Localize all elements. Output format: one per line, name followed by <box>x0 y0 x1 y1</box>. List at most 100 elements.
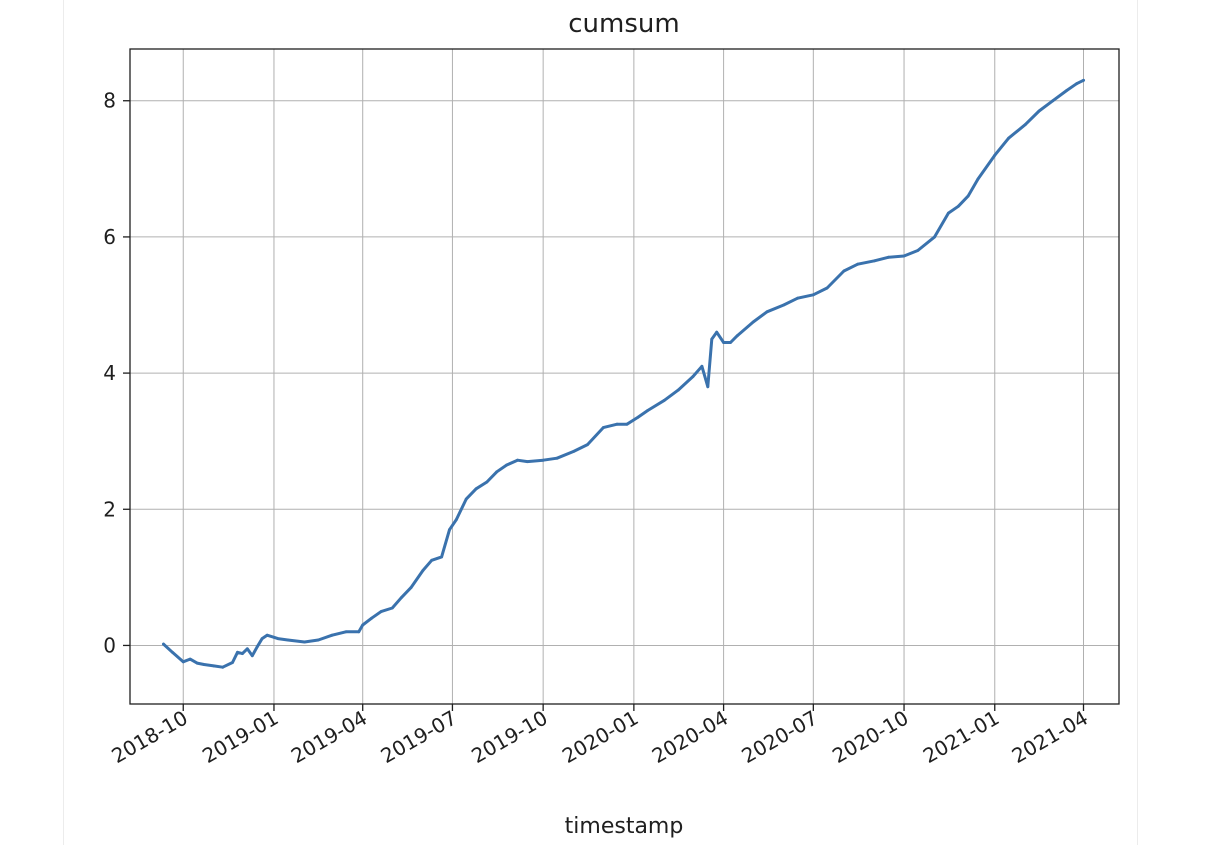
y-axis: 0 2 4 6 8 <box>103 89 130 657</box>
data-point <box>615 422 619 426</box>
data-point <box>245 647 249 651</box>
data-point <box>370 616 373 620</box>
x-tick-label: 2019-04 <box>287 706 371 769</box>
data-point <box>646 409 650 412</box>
series-line-0 <box>162 78 1085 669</box>
data-point <box>455 518 458 521</box>
data-point <box>474 487 478 491</box>
data-point <box>856 262 860 266</box>
data-point <box>330 633 334 637</box>
x-tick-label: 2020-01 <box>558 706 642 769</box>
data-point <box>676 388 680 392</box>
data-point <box>796 296 799 300</box>
data-point <box>202 663 206 666</box>
data-point <box>1075 82 1078 86</box>
y-tick-label: 6 <box>103 225 116 249</box>
data-point <box>782 303 786 307</box>
data-point <box>1037 109 1041 113</box>
data-point <box>933 235 936 239</box>
y-tick-label: 8 <box>103 89 116 113</box>
data-point <box>505 463 509 467</box>
data-point <box>357 630 361 634</box>
data-point <box>902 254 906 258</box>
data-point <box>625 422 629 426</box>
data-point <box>495 470 499 474</box>
data-point <box>710 337 714 341</box>
data-point <box>700 364 704 368</box>
data-point <box>715 330 719 334</box>
data-point <box>448 528 451 532</box>
y-tick-label: 2 <box>103 497 116 521</box>
data-point <box>430 558 434 562</box>
data-point <box>916 249 920 252</box>
data-point <box>464 497 468 501</box>
data-point <box>1082 78 1085 82</box>
data-point <box>966 194 970 198</box>
data-point <box>250 654 254 658</box>
x-tick-label: 2020-10 <box>828 706 912 769</box>
data-point <box>236 650 239 654</box>
data-point <box>316 638 320 642</box>
data-point <box>886 255 890 259</box>
data-point <box>171 650 174 654</box>
data-point <box>736 334 739 337</box>
data-point <box>181 660 185 664</box>
data-point <box>1007 136 1010 140</box>
x-tick-label: 2021-04 <box>1008 706 1092 769</box>
y-tick-label: 4 <box>103 361 116 385</box>
plot-area-frame <box>129 48 1120 705</box>
x-tick-label: 2019-01 <box>198 706 282 769</box>
y-tick-label: 0 <box>103 633 116 657</box>
data-point <box>842 269 846 273</box>
data-point <box>976 177 980 181</box>
data-point <box>188 657 192 661</box>
series-group <box>162 78 1085 669</box>
x-tick-label: 2018-10 <box>107 706 191 769</box>
data-point <box>722 341 725 344</box>
data-point <box>947 211 950 215</box>
x-axis: 2018-10 2019-01 2019-04 2019-07 2019-10 2020-… <box>107 704 1092 768</box>
chart-title: cumsum <box>568 9 679 39</box>
x-tick-label: 2019-07 <box>377 706 461 769</box>
data-point <box>541 458 545 462</box>
data-point <box>811 293 815 297</box>
data-point <box>276 637 280 640</box>
data-point <box>409 586 413 589</box>
data-point <box>706 385 710 389</box>
x-tick-label: 2020-04 <box>648 706 732 769</box>
data-point <box>399 596 403 600</box>
data-point <box>601 426 605 429</box>
data-point <box>361 623 365 627</box>
data-point <box>265 633 269 637</box>
data-point <box>1065 89 1069 92</box>
x-tick-label: 2020-07 <box>737 706 821 769</box>
data-point <box>526 460 529 463</box>
data-point <box>440 555 443 559</box>
data-point <box>390 606 394 610</box>
data-point <box>956 204 960 208</box>
data-point <box>586 443 589 446</box>
data-point <box>636 416 640 419</box>
data-point <box>516 458 519 462</box>
data-point <box>1023 123 1027 126</box>
data-point <box>255 645 259 649</box>
data-point <box>993 153 997 157</box>
x-tick-label: 2021-01 <box>919 706 1003 769</box>
data-point <box>260 637 264 640</box>
data-point <box>663 398 666 402</box>
data-point <box>873 259 876 263</box>
data-point <box>212 664 216 668</box>
x-tick-label: 2019-10 <box>467 706 551 769</box>
data-point <box>825 286 829 290</box>
data-point <box>303 640 306 644</box>
x-axis-title: timestamp <box>565 814 684 839</box>
data-point <box>221 665 225 669</box>
data-point <box>1051 99 1055 103</box>
data-point <box>344 630 348 634</box>
data-point <box>555 456 559 460</box>
data-point <box>380 610 383 613</box>
data-point <box>572 450 576 453</box>
data-point <box>751 320 755 324</box>
data-point <box>729 341 732 344</box>
